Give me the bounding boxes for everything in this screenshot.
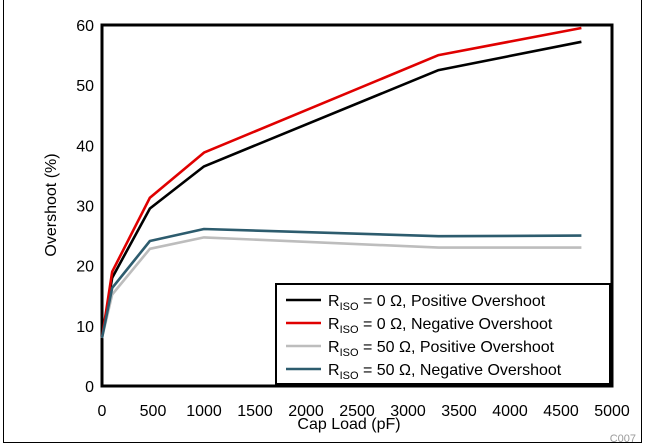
x-tick-label: 4000 [492,403,528,420]
x-tick-label: 4500 [543,403,579,420]
y-tick-label: 60 [76,18,94,35]
x-axis-label: Cap Load (pF) [297,416,400,433]
y-tick-label: 50 [76,78,94,95]
plot-area [100,23,614,388]
axes: 0 500 1000 1500 2000 2500 3000 3500 4000 4500 5000… [76,18,630,420]
x-tick-label: 3500 [441,403,477,420]
figure-code: C007 [610,433,636,445]
legend: RISO = 0 Ω, Positive Overshoot RISO = 0 Ω… [275,283,611,385]
x-tick-label: 2500 [339,403,375,420]
figure-frame [3,0,642,443]
legend-box [275,283,611,385]
x-tick-label: 500 [140,403,167,420]
x-tick-label: 2000 [288,403,324,420]
legend-entry-2: RISO = 0 Ω, Negative Overshoot [328,316,553,336]
plot-border [100,23,614,388]
y-tick-label: 0 [85,379,94,396]
legend-entry-1: RISO = 0 Ω, Positive Overshoot [328,293,546,313]
series-line-4 [100,227,582,339]
x-tick-label: 0 [98,403,107,420]
x-tick-label: 1000 [186,403,222,420]
legend-entry-4: RISO = 50 Ω, Negative Overshoot [328,362,562,382]
series-layer [100,26,582,339]
y-tick-label: 10 [76,319,94,336]
legend-entry-3: RISO = 50 Ω, Positive Overshoot [328,339,555,359]
y-axis-label: Overshoot (%) [43,153,60,256]
y-tick-label: 30 [76,199,94,216]
x-tick-label: 5000 [594,403,630,420]
x-tick-label: 3000 [390,403,426,420]
y-tick-label: 20 [76,259,94,276]
x-tick-label: 1500 [237,403,273,420]
y-tick-label: 40 [76,138,94,155]
series-line-2 [100,26,582,339]
